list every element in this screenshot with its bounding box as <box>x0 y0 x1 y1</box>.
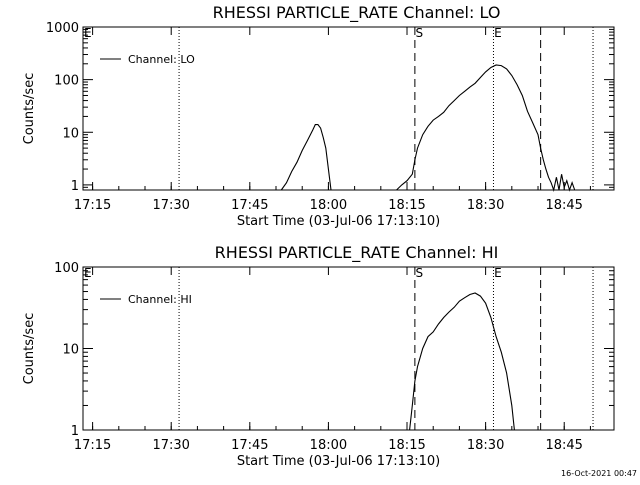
marker-e: E <box>494 266 502 280</box>
marker-e: E <box>494 26 502 40</box>
series-line <box>280 64 576 193</box>
x-tick-label: 17:30 <box>152 438 189 453</box>
y-axis-label: Counts/sec <box>22 313 37 385</box>
marker-s: S <box>415 266 423 280</box>
x-tick-label: 17:30 <box>152 198 189 213</box>
y-tick-label: 10 <box>62 126 79 141</box>
corner-label: E <box>84 266 92 280</box>
y-tick-label: 1 <box>71 424 79 439</box>
x-tick-label: 17:45 <box>231 198 268 213</box>
legend-label: Channel: HI <box>128 293 192 306</box>
y-axis-label: Counts/sec <box>22 73 37 145</box>
x-tick-label: 18:00 <box>310 438 347 453</box>
y-tick-label: 10 <box>62 343 79 358</box>
x-axis-label: Start Time (03-Jul-06 17:13:10) <box>237 454 440 469</box>
series-line <box>409 292 515 431</box>
x-tick-label: 17:15 <box>74 198 111 213</box>
x-tick-label: 18:45 <box>545 438 582 453</box>
x-tick-label: 18:00 <box>310 198 347 213</box>
y-tick-label: 100 <box>54 261 79 276</box>
y-tick-label: 1000 <box>46 21 79 36</box>
x-tick-label: 18:45 <box>545 198 582 213</box>
x-tick-label: 18:30 <box>467 438 504 453</box>
x-tick-label: 18:15 <box>388 198 425 213</box>
timestamp: 16-Oct-2021 00:47 <box>561 469 637 478</box>
chart-title: RHESSI PARTICLE_RATE Channel: LO <box>213 3 501 23</box>
chart-title: RHESSI PARTICLE_RATE Channel: HI <box>215 243 499 263</box>
x-tick-label: 18:30 <box>467 198 504 213</box>
legend-label: Channel: LO <box>128 53 195 66</box>
x-tick-label: 18:15 <box>388 438 425 453</box>
plot-frame <box>82 26 615 191</box>
hi-channel-panel: RHESSI PARTICLE_RATE Channel: HI 17:15 17:… <box>22 243 615 469</box>
x-tick-label: 17:15 <box>74 438 111 453</box>
y-tick-label: 1 <box>71 179 79 194</box>
lo-channel-panel: RHESSI PARTICLE_RATE Channel: LO 17:15 17:… <box>22 3 615 229</box>
plot-frame <box>82 266 615 431</box>
y-tick-label: 100 <box>54 74 79 89</box>
marker-s: S <box>415 26 423 40</box>
x-tick-label: 17:45 <box>231 438 268 453</box>
x-axis-label: Start Time (03-Jul-06 17:13:10) <box>237 214 440 229</box>
corner-label: E <box>84 26 92 40</box>
